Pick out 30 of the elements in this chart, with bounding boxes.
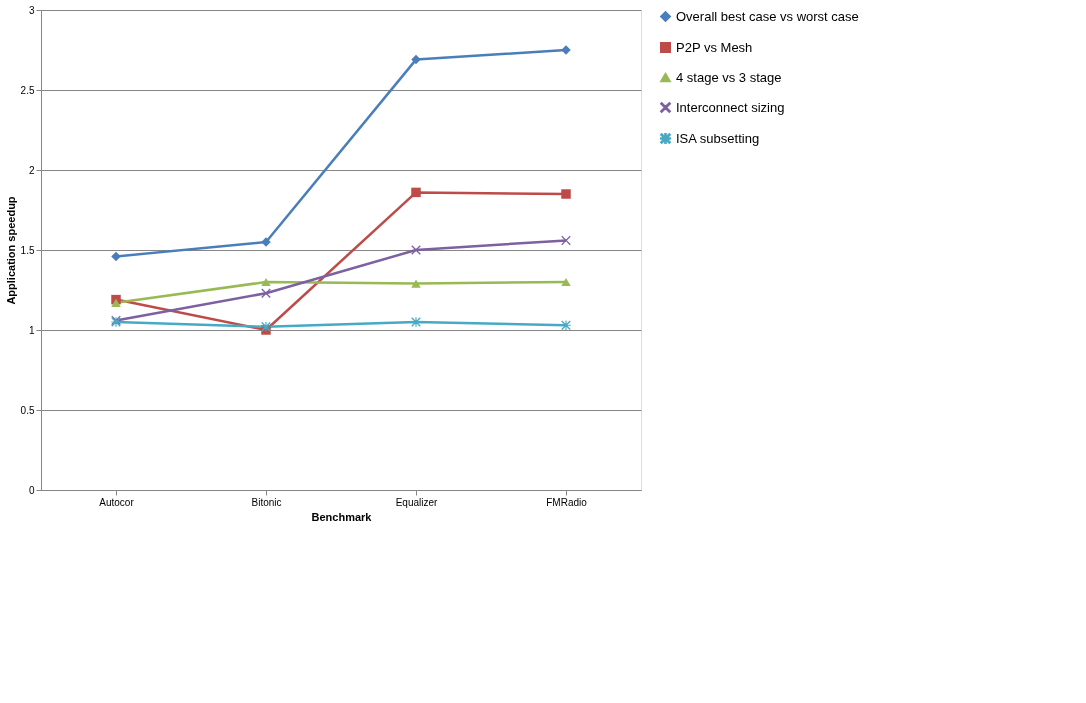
- point: [261, 277, 271, 287]
- legend-label: 4 stage vs 3 stage: [676, 69, 782, 85]
- point: [111, 251, 121, 262]
- point: [411, 279, 421, 288]
- legend-label: P2P vs Mesh: [676, 39, 753, 55]
- point: [561, 320, 571, 330]
- legend-label: Interconnect sizing: [676, 99, 785, 115]
- point: [411, 54, 421, 65]
- x-tick-label: Bitonic: [251, 496, 282, 508]
- point: [411, 317, 421, 327]
- point: [111, 298, 121, 307]
- point: [261, 288, 271, 298]
- y-tick-label: 0.5: [20, 404, 35, 416]
- point: [561, 189, 571, 199]
- y-tick-label: 1: [28, 324, 35, 336]
- y-tick-label: 3: [28, 4, 35, 16]
- y-tick-label: 0: [28, 484, 35, 496]
- point: [561, 235, 571, 246]
- legend-label: Overall best case vs worst case: [676, 8, 859, 24]
- x-axis-title: Benchmark: [311, 510, 373, 523]
- y-axis-title: Application speedup: [4, 196, 17, 305]
- y-tick-label: 1.5: [20, 244, 35, 256]
- point: [561, 277, 571, 287]
- x-tick-label: FMRadio: [546, 496, 588, 508]
- x-tick-label: Autocor: [99, 496, 135, 508]
- point: [411, 187, 421, 198]
- y-tick-label: 2.5: [20, 84, 35, 96]
- legend-label: ISA subsetting: [676, 130, 760, 146]
- x-tick-label: Equalizer: [395, 496, 439, 508]
- y-tick-label: 2: [28, 164, 35, 176]
